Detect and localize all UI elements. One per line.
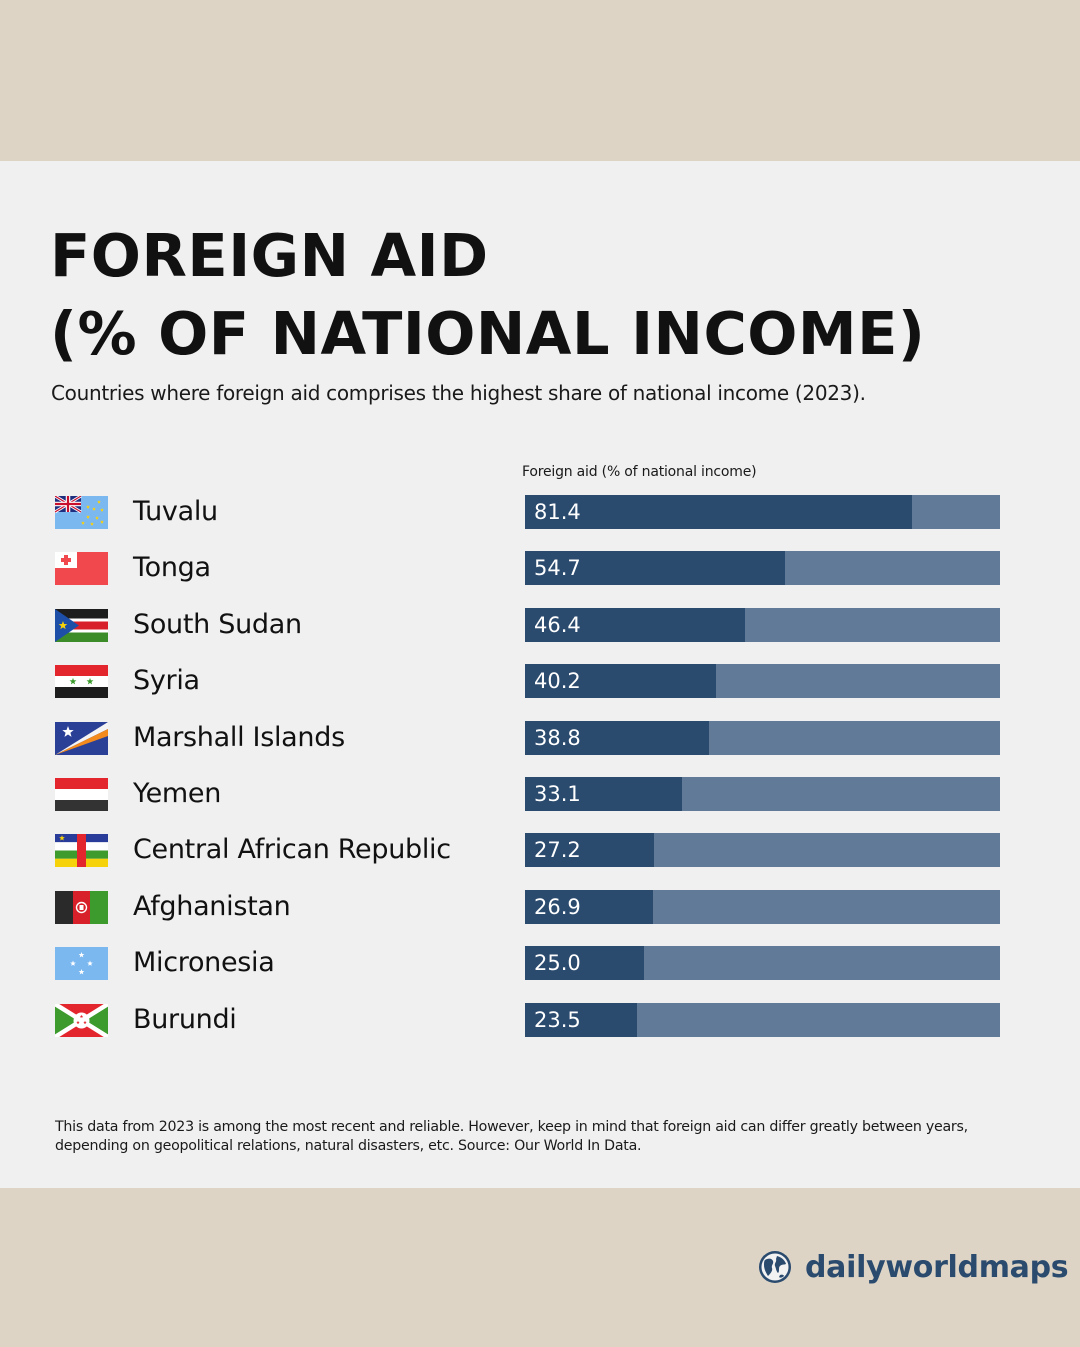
tuvalu-flag-icon bbox=[55, 496, 108, 529]
bar bbox=[525, 833, 655, 868]
afghanistan-flag-icon bbox=[55, 890, 108, 924]
chart-title-line-1: FOREIGN AID bbox=[50, 221, 489, 290]
burundi-flag-icon bbox=[55, 1003, 108, 1037]
bar bbox=[525, 607, 746, 642]
yemen-flag-icon bbox=[55, 778, 108, 811]
bar bbox=[525, 777, 683, 811]
bar-row: Tonga 54.7 bbox=[0, 551, 1080, 586]
bar-row: Tuvalu 81.4 bbox=[0, 495, 1080, 529]
data-label: 54.7 bbox=[534, 556, 581, 581]
category-label: Burundi bbox=[133, 1003, 237, 1035]
x-axis-label: Foreign aid (% of national income) bbox=[522, 464, 757, 480]
category-label: Afghanistan bbox=[133, 890, 291, 922]
brand-logo: dailyworldmaps bbox=[758, 1247, 1069, 1287]
category-label: Tonga bbox=[133, 552, 211, 584]
bar-row: Micronesia 25.0 bbox=[0, 946, 1080, 981]
category-label: Micronesia bbox=[133, 947, 275, 979]
bar bbox=[525, 889, 653, 924]
data-label: 40.2 bbox=[534, 669, 581, 694]
bar bbox=[525, 495, 912, 529]
data-label: 27.2 bbox=[534, 838, 581, 863]
globe-icon bbox=[759, 1251, 791, 1283]
bar bbox=[525, 946, 644, 981]
bar bbox=[525, 664, 716, 699]
bar-row: Yemen 33.1 bbox=[0, 777, 1080, 811]
data-label: 81.4 bbox=[534, 500, 581, 524]
footnote: This data from 2023 is among the most re… bbox=[55, 1119, 968, 1154]
chart-title: FOREIGN AID (% OF NATIONAL INCOME) bbox=[50, 217, 925, 373]
south-sudan-flag-icon bbox=[55, 608, 108, 642]
bar bbox=[525, 551, 785, 586]
data-label: 26.9 bbox=[534, 894, 581, 919]
brand-name: dailyworldmaps bbox=[805, 1249, 1069, 1285]
data-label: 23.5 bbox=[534, 1007, 581, 1032]
bar bbox=[525, 1002, 637, 1037]
chart-subtitle: Countries where foreign aid comprises th… bbox=[51, 381, 866, 405]
bar-row: South Sudan 46.4 bbox=[0, 607, 1080, 642]
bar-row: Marshall Islands 38.8 bbox=[0, 720, 1080, 755]
chart-title-line-2: (% OF NATIONAL INCOME) bbox=[50, 299, 926, 368]
category-label: Marshall Islands bbox=[133, 721, 345, 753]
data-label: 38.8 bbox=[534, 725, 581, 750]
bar-row: Central African Republic 27.2 bbox=[0, 833, 1080, 868]
category-label: Syria bbox=[133, 665, 200, 697]
category-label: Yemen bbox=[133, 778, 222, 809]
data-label: 46.4 bbox=[534, 612, 581, 637]
bar bbox=[525, 720, 710, 755]
syria-flag-icon bbox=[55, 665, 108, 699]
micronesia-flag-icon bbox=[55, 947, 108, 981]
central-african-republic-flag-icon bbox=[55, 834, 108, 868]
bar-row: Burundi 23.5 bbox=[0, 1002, 1080, 1037]
category-label: Tuvalu bbox=[133, 496, 218, 527]
marshall-islands-flag-icon bbox=[55, 721, 108, 755]
top-band bbox=[0, 0, 1080, 161]
data-label: 25.0 bbox=[534, 951, 581, 976]
bar-chart: Tuvalu 81.4 Tonga 54.7 South Sudan 46.4 Syria 4… bbox=[0, 161, 1080, 1188]
bar-row: Afghanistan 26.9 bbox=[0, 889, 1080, 924]
tonga-flag-icon bbox=[55, 552, 108, 586]
category-label: South Sudan bbox=[133, 608, 302, 640]
bar-row: Syria 40.2 bbox=[0, 664, 1080, 699]
chart-panel: FOREIGN AID (% OF NATIONAL INCOME) Count… bbox=[0, 161, 1080, 1188]
data-label: 33.1 bbox=[534, 782, 581, 806]
category-label: Central African Republic bbox=[133, 834, 451, 866]
